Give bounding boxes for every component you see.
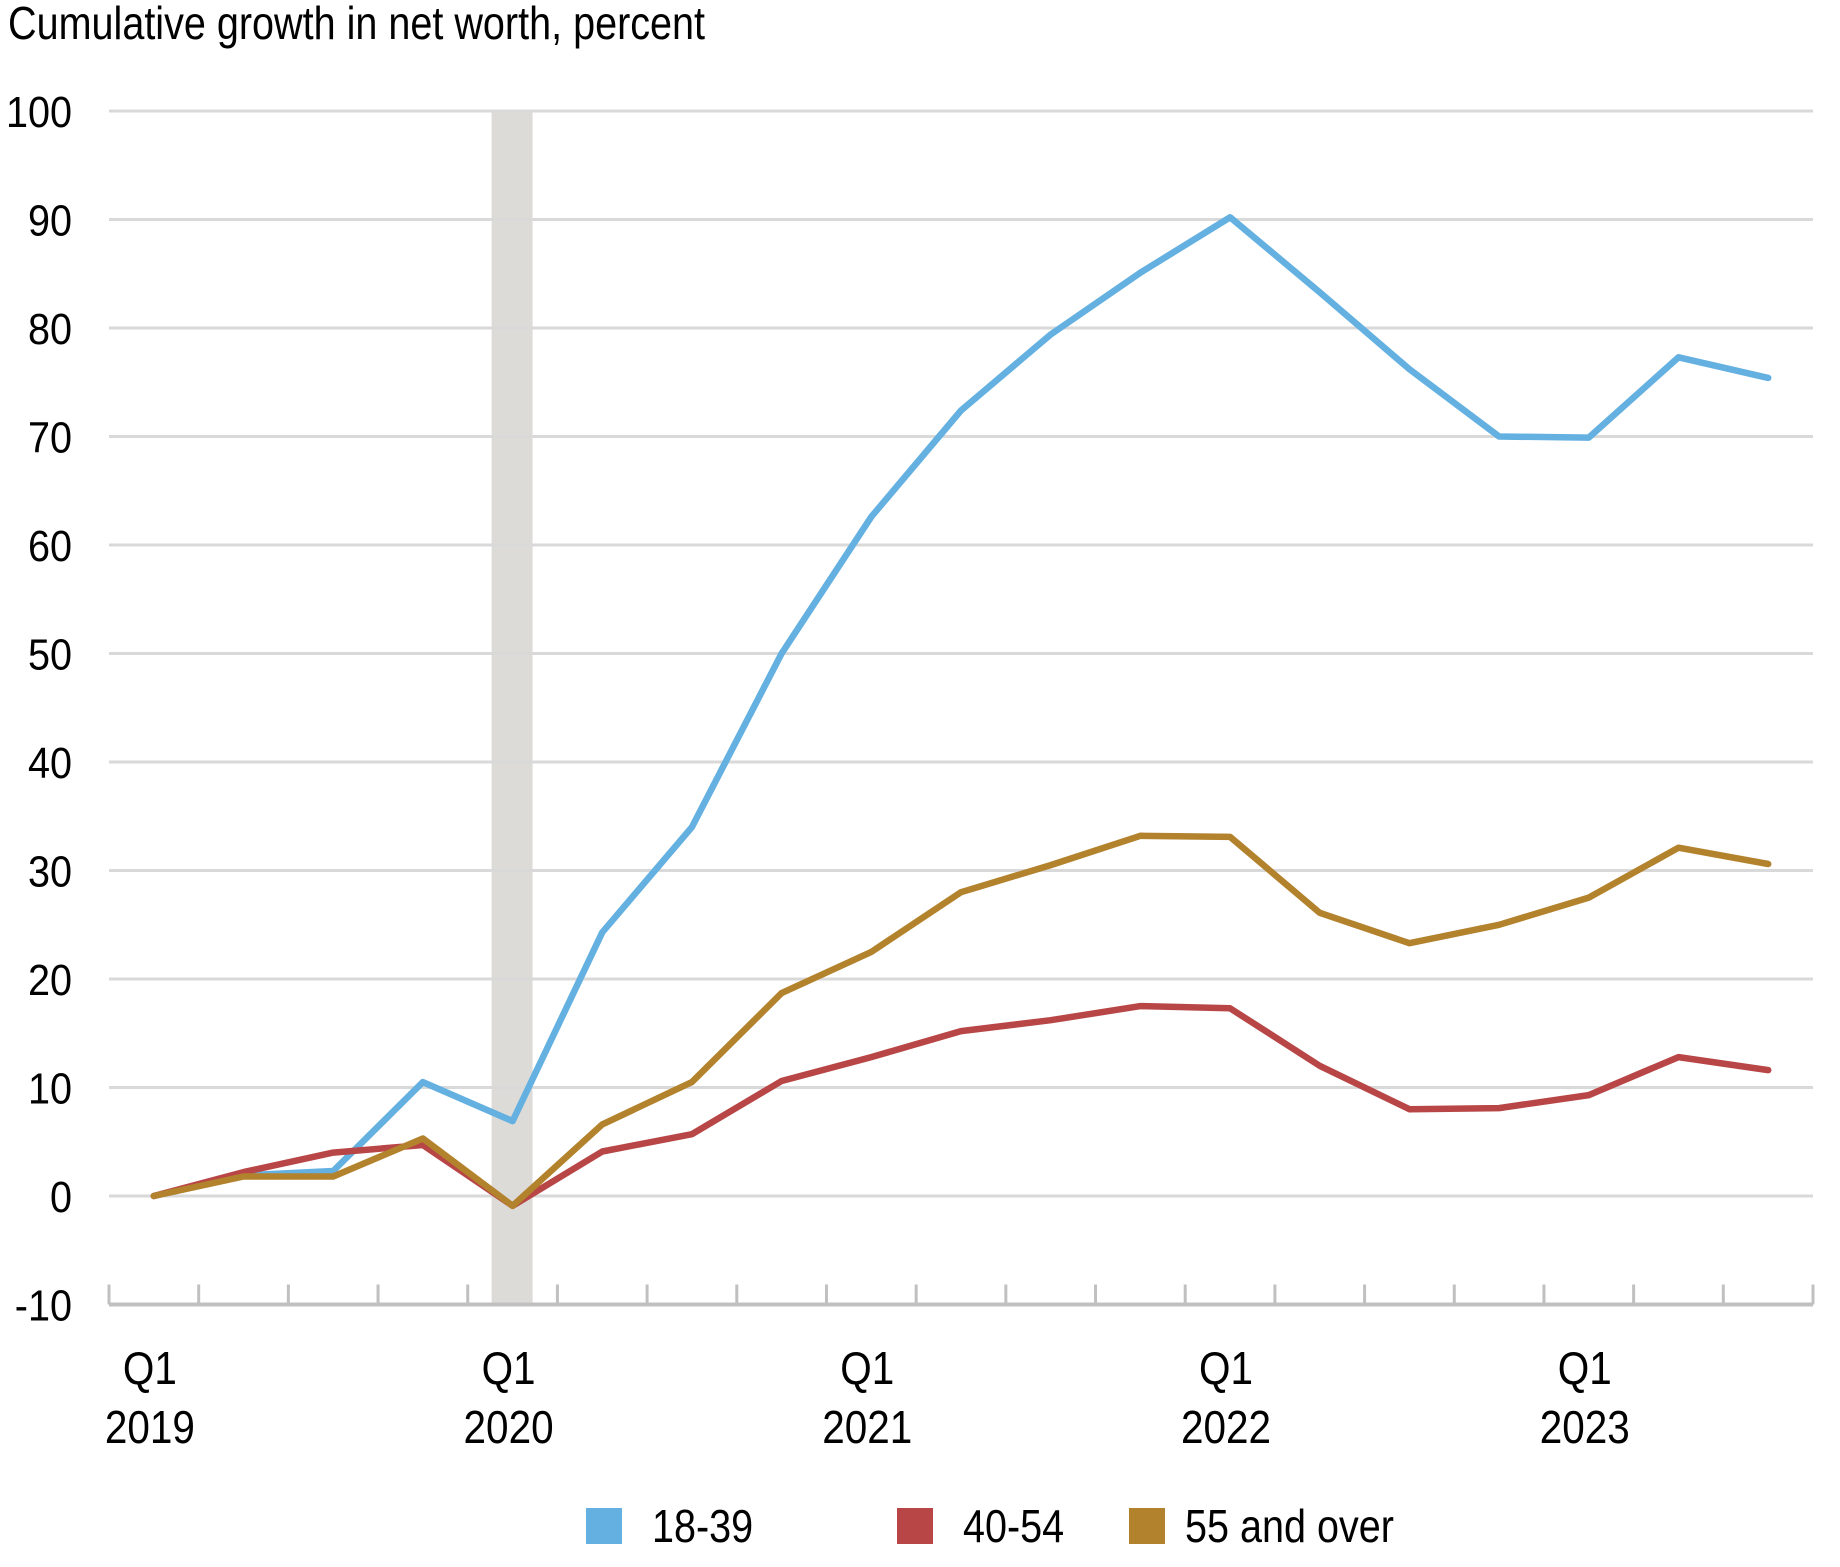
x-tick-label-year: 2020 [464, 1403, 554, 1454]
x-tick-label-year: 2022 [1181, 1403, 1271, 1454]
chart-title: Cumulative growth in net worth, percent [8, 0, 706, 49]
legend-swatch-40-54 [897, 1508, 933, 1544]
data-lines [150, 214, 1772, 1210]
x-tick-label-quarter: Q1 [1558, 1344, 1612, 1395]
recession-shading [491, 111, 533, 1305]
legend-swatch-18-39 [586, 1508, 622, 1544]
x-tick-label-year: 2019 [105, 1403, 195, 1454]
gridlines [109, 109, 1813, 1198]
x-tick-label-quarter: Q1 [840, 1344, 894, 1395]
series-line-55-and-over [150, 832, 1772, 1210]
y-tick-label: 20 [28, 955, 72, 1004]
y-tick-label: 10 [28, 1064, 72, 1113]
legend-swatch-55-and-over [1129, 1508, 1165, 1544]
y-axis-tick-labels: -10 0 10 20 30 40 50 60 70 80 90 100 [6, 87, 72, 1330]
legend-label: 55 and over [1185, 1500, 1394, 1552]
y-tick-label: 0 [50, 1172, 72, 1221]
legend-label: 18-39 [652, 1500, 754, 1552]
legend-item-18-39: 18-39 [586, 1499, 897, 1553]
x-tick-label-year: 2021 [822, 1403, 912, 1454]
y-tick-label: 70 [28, 413, 72, 462]
x-tick-label-quarter: Q1 [123, 1344, 177, 1395]
x-axis-tick-labels: Q1 2019 Q1 2020 Q1 2021 Q1 2022 Q1 2023 [105, 1344, 1630, 1454]
x-tick-label-quarter: Q1 [482, 1344, 536, 1395]
y-tick-label: 30 [28, 847, 72, 896]
series-line-40-54 [150, 1002, 1772, 1210]
legend-item-55-and-over: 55 and over [1129, 1499, 1428, 1553]
y-tick-label: 100 [6, 87, 72, 136]
y-tick-label: 50 [28, 630, 72, 679]
x-axis [107, 1284, 1815, 1307]
legend-label: 40-54 [963, 1500, 1065, 1552]
y-tick-label: 40 [28, 738, 72, 787]
series-line-18-39 [150, 214, 1772, 1200]
x-tick-label-quarter: Q1 [1199, 1344, 1253, 1395]
y-tick-label: 80 [28, 304, 72, 353]
y-tick-label: -10 [15, 1281, 72, 1330]
legend-item-40-54: 40-54 [897, 1499, 1129, 1553]
y-tick-label: 60 [28, 521, 72, 570]
y-tick-label: 90 [28, 196, 72, 245]
recession-band [491, 111, 533, 1305]
legend: 18-39 40-54 55 and over [586, 1500, 1428, 1552]
x-tick-label-year: 2023 [1540, 1403, 1630, 1454]
